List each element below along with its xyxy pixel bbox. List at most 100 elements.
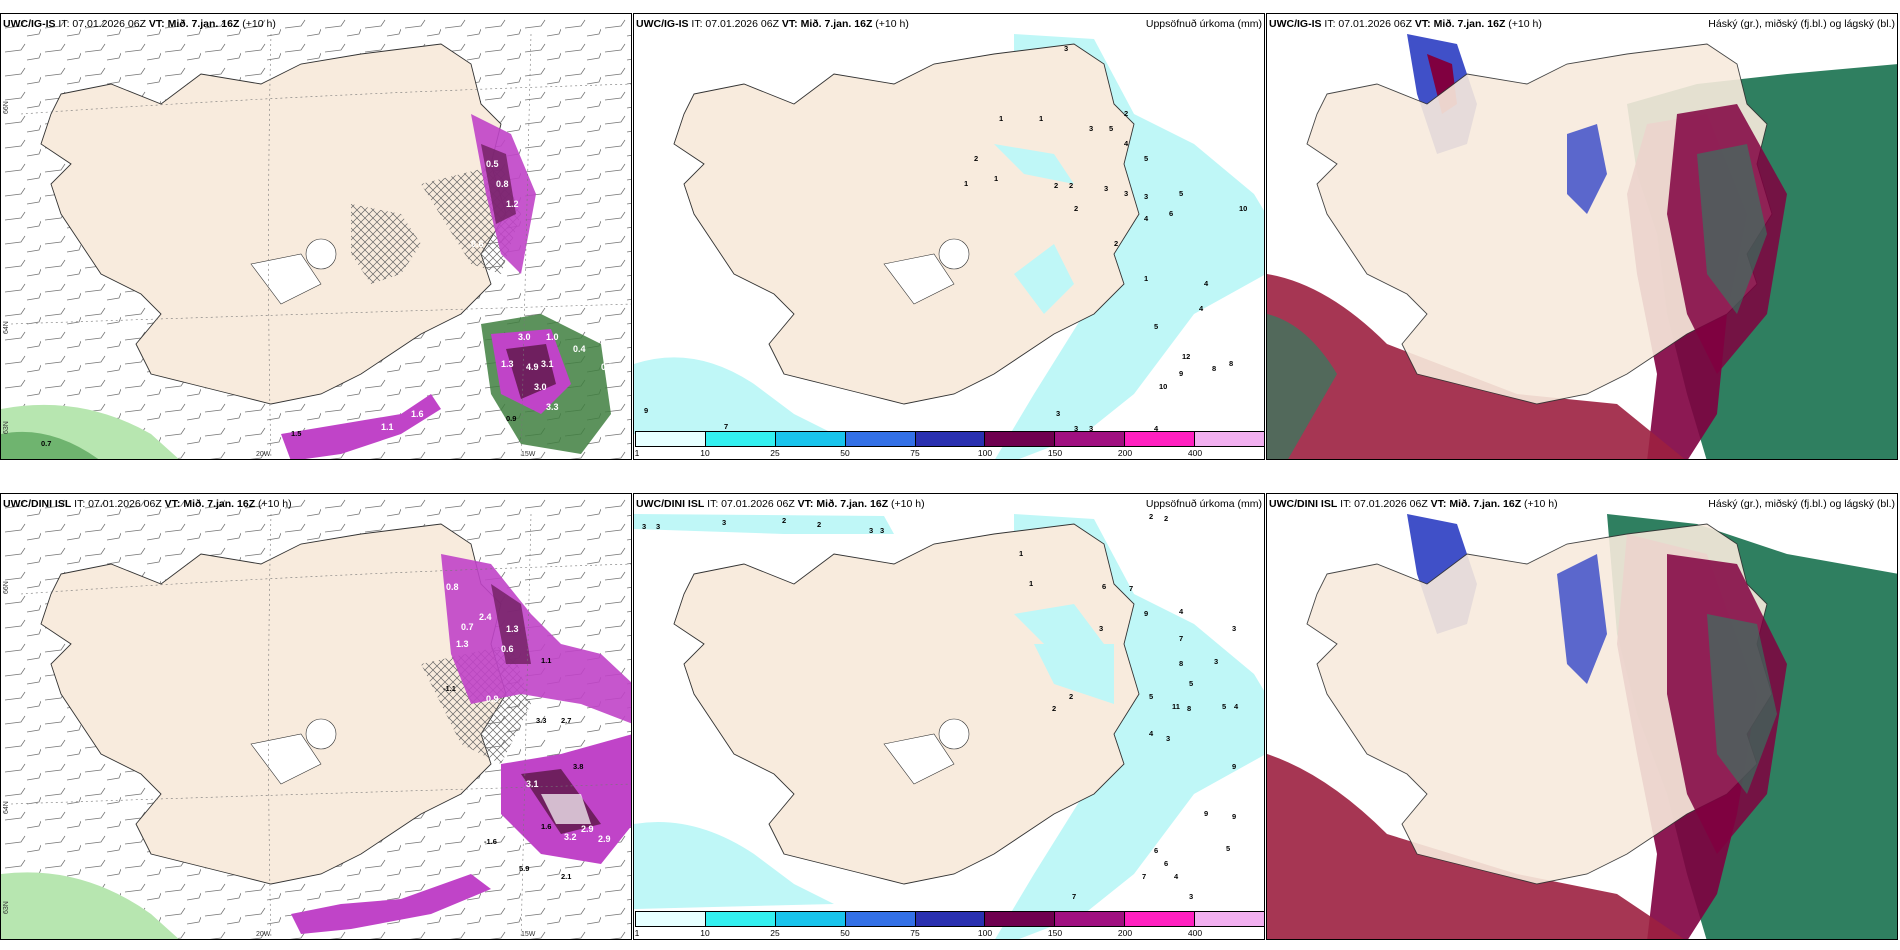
precip-value: 5 [1226,844,1231,853]
value-label: 0.6 [501,644,514,654]
precip-value: 1 [964,179,969,188]
value-label: 3.3 [546,402,559,412]
panel-header: UWC/IG-IS IT: 07.01.2026 06Z VT: Mið. 7.… [1269,18,1895,32]
precip-value: 5 [1109,124,1114,133]
value-label: 0.9 [486,694,499,704]
precip-value: 4 [1199,304,1204,313]
precip-value: 1 [1029,579,1034,588]
value-label: 0.5 [486,159,499,169]
value-label: 1.0 [546,332,559,342]
panel-header: UWC/DINI ISL IT: 07.01.2026 06Z VT: Mið.… [636,498,1262,512]
precip-value: 2 [782,516,787,525]
legend-label: 10 [700,928,710,938]
legend-label: 50 [840,448,850,458]
precip-value: 3 [1232,624,1237,633]
legend-label: 400 [1187,448,1203,458]
value-label: 2.9 [581,824,594,834]
model-name: UWC/DINI ISL [3,498,72,510]
precip-value: 3 [642,522,647,531]
valid-time-label: VT: [1414,18,1431,30]
precip-value: 2 [1052,704,1057,713]
precip-value: 8 [1187,704,1192,713]
legend-label: 100 [977,928,993,938]
panel-header: UWC/DINI ISL IT: 07.01.2026 06Z VT: Mið.… [1269,498,1895,512]
lat-label: 64N [3,801,10,814]
value-label: 5.9 [519,864,530,873]
legend-label: 1 [634,448,640,458]
lat-label: 66N [3,101,10,114]
value-label: 2.9 [598,834,611,844]
precip-legend: 1 10 25 50 75 100 150 200 400 [634,429,1264,459]
model-name: UWC/IG-IS [1269,18,1322,30]
precip-value: 3 [1064,44,1069,53]
initial-time: IT: 07.01.2026 06Z [58,18,146,30]
model-name: UWC/IG-IS [636,18,689,30]
panel-precip-igis: UWC/IG-IS IT: 07.01.2026 06Z VT: Mið. 7.… [633,13,1265,460]
legend-label: 400 [1187,928,1203,938]
precip-value: 4 [1204,279,1209,288]
precip-value: 9 [1232,762,1237,771]
value-label: 4.9 [526,362,539,372]
precip-value: 5 [1189,679,1194,688]
panel-header: UWC/DINI ISL IT: 07.01.2026 06Z VT: Mið.… [3,498,629,512]
value-label: 2.7 [561,716,572,725]
precip-value: 8 [1179,659,1184,668]
panel-wind-igis: UWC/IG-IS IT: 07.01.2026 06Z VT: Mið. 7.… [0,13,632,460]
lead-time: (+10 h) [1524,498,1558,510]
precip-value: 7 [724,422,729,431]
legend-label: 25 [770,448,780,458]
precip-value: 2 [1149,512,1154,521]
precip-value: 3 [1214,657,1219,666]
panel-cloud-igis: UWC/IG-IS IT: 07.01.2026 06Z VT: Mið. 7.… [1266,13,1898,460]
precip-value: 1 [1019,549,1024,558]
precip-value: 3 [880,526,885,535]
precip-value: 5 [1179,189,1184,198]
panel-cloud-dini: UWC/DINI ISL IT: 07.01.2026 06Z VT: Mið.… [1266,493,1898,940]
precip-value: 2 [1054,181,1059,190]
legend-label: 200 [1117,928,1133,938]
value-label: 0.6 [471,239,484,249]
lead-time: (+10 h) [891,498,925,510]
value-label: 0.8 [496,179,509,189]
precip-value: 2 [1164,514,1169,523]
lead-time: (+10 h) [875,18,909,30]
precip-value: 12 [1182,352,1191,361]
value-label: 0.7 [461,622,474,632]
panel-wind-dini: UWC/DINI ISL IT: 07.01.2026 06Z VT: Mið.… [0,493,632,940]
lat-label: 63N [3,421,10,434]
precip-value: 9 [1179,369,1184,378]
value-label: -1.6 [484,837,497,846]
initial-time: IT: 07.01.2026 06Z [707,498,795,510]
panel-title: Uppsöfnuð úrkoma (mm) [1145,18,1262,30]
precip-value: 9 [1232,812,1237,821]
legend-label: 25 [770,928,780,938]
value-label: 0.7 [41,439,52,448]
precip-value: 11 [1172,702,1180,711]
precip-value: 6 [1154,846,1159,855]
panel-precip-dini: UWC/DINI ISL IT: 07.01.2026 06Z VT: Mið.… [633,493,1265,940]
legend-colorbar [635,911,1264,927]
precip-value: 9 [1204,809,1209,818]
panel-header: UWC/IG-IS IT: 07.01.2026 06Z VT: Mið. 7.… [636,18,1262,32]
lon-label: 15W [521,931,536,938]
value-label: 2.4 [479,612,492,622]
lon-label: 20W [256,451,271,458]
valid-time-label: VT: [1430,498,1447,510]
precip-legend: 1 10 25 50 75 100 150 200 400 [634,909,1264,939]
lon-label: 15W [521,451,536,458]
panel-header: UWC/IG-IS IT: 07.01.2026 06Z VT: Mið. 7.… [3,18,629,32]
legend-label: 75 [910,928,920,938]
cloud-map [1267,514,1897,939]
valid-time-label: VT: [164,498,181,510]
panel-title: Háský (gr.), miðský (fj.bl.) og lágský (… [1708,18,1895,30]
precip-value: 6 [1102,582,1107,591]
value-label: 0.9 [506,414,517,423]
precip-value: 7 [1179,634,1184,643]
precip-value: 10 [1159,382,1168,391]
precip-value: 4 [1154,424,1159,433]
value-label: 1.3 [506,624,519,634]
precip-value: 2 [1069,181,1074,190]
precip-value: 9 [1144,609,1149,618]
value-label: 3.0 [534,382,547,392]
precip-value: 2 [1069,692,1074,701]
